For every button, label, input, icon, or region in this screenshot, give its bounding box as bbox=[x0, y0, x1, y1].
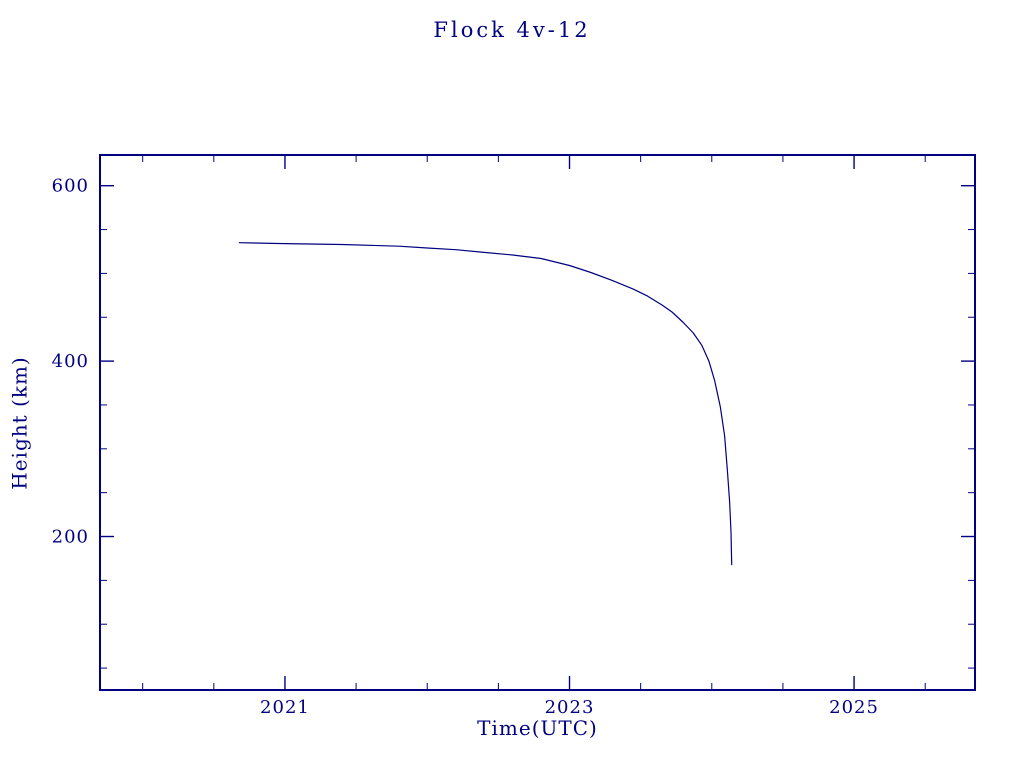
chart-title: Flock 4v-12 bbox=[433, 18, 591, 42]
y-tick-label: 400 bbox=[52, 351, 89, 372]
y-tick-label: 200 bbox=[52, 527, 89, 548]
x-tick-label: 2023 bbox=[545, 697, 595, 718]
x-axis-label: Time(UTC) bbox=[477, 716, 598, 740]
plot-frame bbox=[99, 154, 976, 691]
height-decay-curve bbox=[238, 242, 733, 566]
x-tick-label: 2025 bbox=[829, 697, 879, 718]
y-tick-label: 600 bbox=[52, 176, 89, 197]
x-tick-label: 2021 bbox=[260, 697, 310, 718]
